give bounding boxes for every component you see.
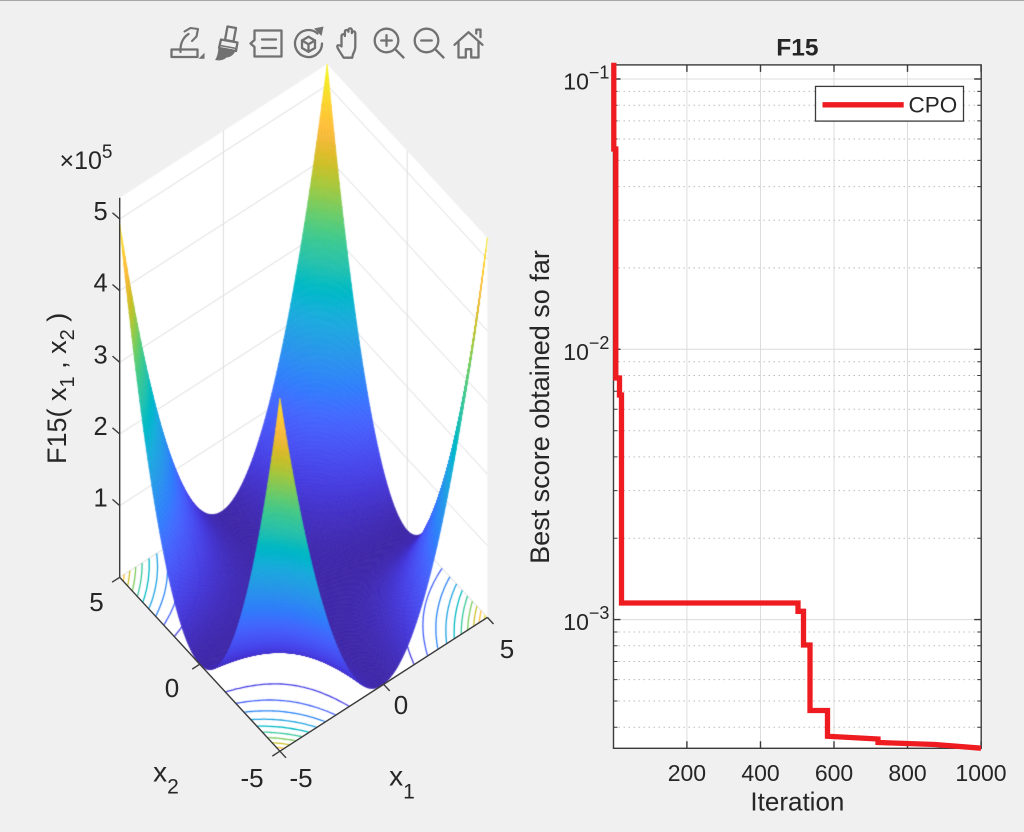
svg-text:3: 3 [94,341,108,369]
svg-text:×105: ×105 [60,142,113,175]
svg-text:2: 2 [94,413,108,441]
svg-text:5: 5 [89,587,103,617]
svg-text:0: 0 [165,673,179,703]
svg-text:5: 5 [94,198,108,226]
svg-text:F15( x1 , x2 ): F15( x1 , x2 ) [42,313,79,464]
svg-text:-5: -5 [240,763,263,793]
svg-text:x2: x2 [153,757,179,799]
svg-text:5: 5 [500,634,514,664]
svg-text:4: 4 [94,270,108,298]
svg-text:-5: -5 [289,763,312,793]
svg-text:x1: x1 [389,761,415,804]
svg-text:1: 1 [94,485,108,513]
svg-text:0: 0 [394,690,408,720]
